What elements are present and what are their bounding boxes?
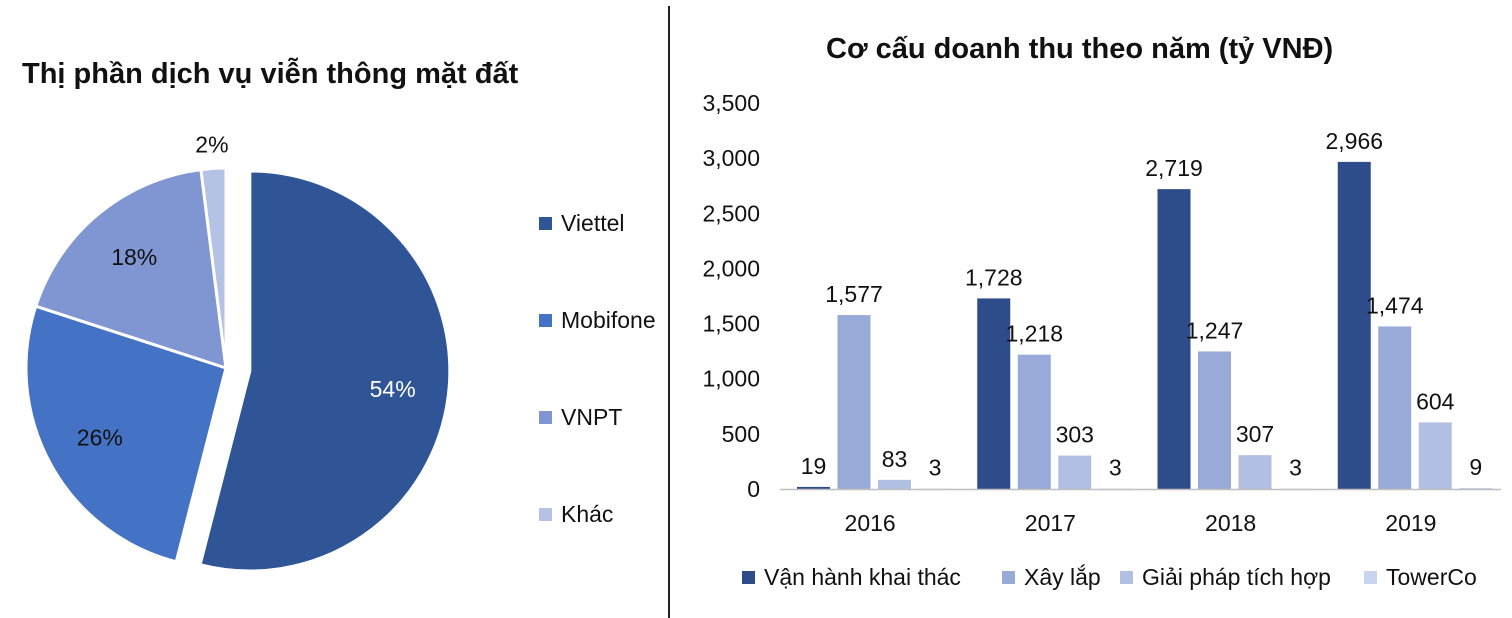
x-tick-label: 2019 — [1385, 510, 1436, 536]
bar-data-label: 19 — [801, 453, 827, 479]
x-tick-label: 2016 — [845, 510, 896, 536]
bar-legend-item: Xây lắp — [1002, 564, 1101, 591]
bar-data-label: 1,247 — [1186, 317, 1244, 343]
legend-label: Viettel — [561, 210, 625, 236]
pie-data-label: 26% — [77, 424, 123, 450]
legend-swatch — [1002, 571, 1015, 584]
pie-slice-khác — [199, 166, 228, 369]
y-tick-label: 500 — [722, 421, 760, 447]
y-tick-label: 1,500 — [702, 311, 760, 337]
legend-swatch — [1120, 571, 1133, 584]
y-tick-label: 0 — [747, 476, 760, 502]
bar-legend-item: Giải pháp tích hợp — [1120, 564, 1331, 591]
legend-swatch — [1364, 571, 1377, 584]
y-tick-label: 3,000 — [702, 145, 760, 171]
bar-legend-item: Vận hành khai thác — [742, 564, 961, 591]
bar-data-label: 1,728 — [965, 264, 1023, 290]
bar-0 — [1337, 161, 1371, 489]
bar-data-label: 307 — [1236, 421, 1274, 447]
bar-2 — [1418, 422, 1452, 489]
pie-legend-item: VNPT — [539, 404, 622, 431]
bar-0 — [797, 486, 830, 489]
bar-legend-item: TowerCo — [1364, 564, 1477, 591]
y-tick-label: 1,000 — [702, 366, 760, 392]
bar-data-label: 3 — [1109, 455, 1122, 481]
pie-slice-vnpt — [33, 167, 228, 371]
legend-label: Vận hành khai thác — [764, 564, 961, 590]
pie-chart-panel: Thị phần dịch vụ viễn thông mặt đất 54% 2… — [0, 0, 668, 618]
bar-chart: 0 500 1,000 1,500 2,000 2,500 3,000 3,500 19 1,57… — [702, 90, 1501, 536]
legend-label: VNPT — [561, 404, 623, 430]
bar-data-label: 2,966 — [1325, 128, 1383, 154]
bar-3 — [1459, 488, 1493, 489]
bar-0 — [1157, 189, 1191, 489]
bar-data-label: 9 — [1469, 454, 1482, 480]
legend-swatch — [539, 217, 552, 230]
legend-label: Giải pháp tích hợp — [1142, 564, 1331, 590]
legend-label: Xây lắp — [1024, 564, 1101, 590]
bar-data-label: 1,577 — [825, 281, 883, 307]
bar-chart-title: Cơ cấu doanh thu theo năm (tỷ VNĐ) — [826, 33, 1334, 65]
pie-legend-item: Mobifone — [539, 307, 656, 334]
bar-1 — [1378, 326, 1412, 489]
pie-legend-item: Khác — [539, 501, 613, 528]
legend-swatch — [539, 314, 552, 327]
bar-data-label: 2,719 — [1145, 155, 1203, 181]
bar-chart-panel: Cơ cấu doanh thu theo năm (tỷ VNĐ) 0 500 1… — [672, 0, 1512, 618]
legend-swatch — [539, 508, 552, 521]
bar-data-label: 1,218 — [1005, 321, 1063, 347]
bar-data-label: 604 — [1416, 388, 1455, 414]
y-tick-label: 2,500 — [702, 200, 760, 226]
bar-0 — [977, 298, 1011, 489]
y-tick-label: 2,000 — [702, 255, 760, 281]
pie-slice-mobifone — [24, 304, 228, 564]
bar-data-label: 83 — [882, 446, 908, 472]
bar-data-label: 3 — [1289, 455, 1302, 481]
legend-label: TowerCo — [1386, 564, 1477, 590]
bar-2 — [878, 479, 911, 489]
bar-1 — [1198, 351, 1231, 489]
pie-legend-item: Viettel — [539, 210, 625, 237]
legend-label: Mobifone — [561, 307, 656, 333]
pie-data-label: 54% — [370, 376, 416, 402]
pie-data-label: 2% — [195, 131, 228, 157]
bar-2 — [1238, 455, 1272, 489]
legend-swatch — [539, 411, 552, 424]
bar-data-label: 303 — [1056, 422, 1094, 448]
pie-slice-viettel — [198, 169, 452, 573]
pie-chart-title: Thị phần dịch vụ viễn thông mặt đất — [22, 58, 519, 90]
pie-data-label: 18% — [111, 244, 157, 270]
legend-swatch — [742, 571, 755, 584]
legend-label: Khác — [561, 501, 614, 527]
bar-1 — [837, 315, 871, 489]
y-tick-label: 3,500 — [702, 90, 760, 116]
x-tick-label: 2018 — [1205, 510, 1256, 536]
bar-1 — [1017, 354, 1051, 489]
bar-2 — [1058, 455, 1092, 489]
bar-data-label: 1,474 — [1366, 292, 1424, 318]
pie-chart: 54% 26% 18% 2% — [24, 131, 452, 573]
x-tick-label: 2017 — [1025, 510, 1076, 536]
bar-data-label: 3 — [929, 455, 942, 481]
panel-divider — [668, 6, 670, 618]
